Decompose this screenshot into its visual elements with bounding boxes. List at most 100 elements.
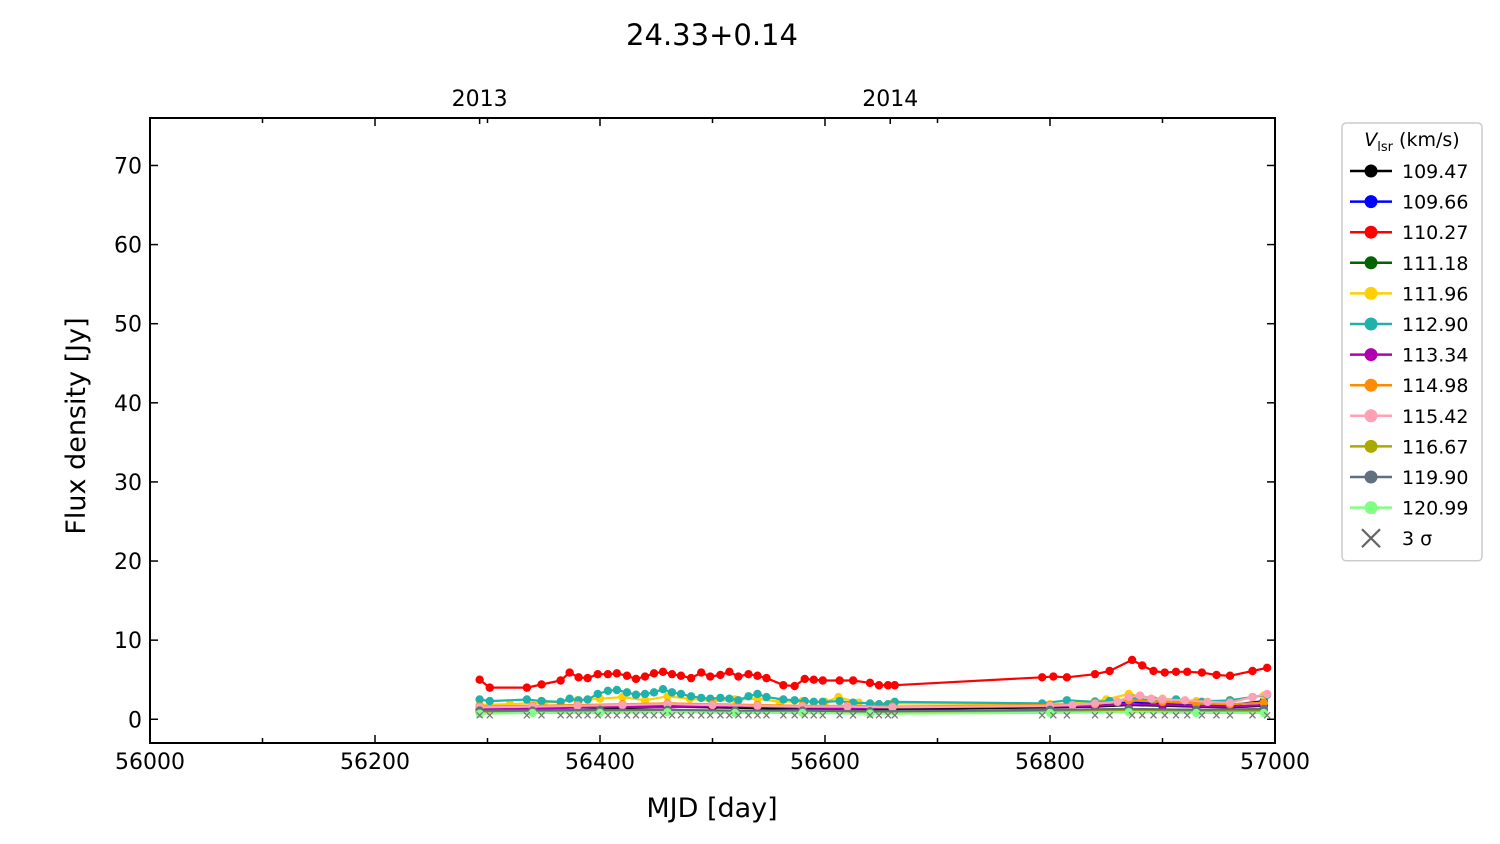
sigma-point xyxy=(819,711,827,719)
sigma-point xyxy=(706,711,714,719)
series-point xyxy=(686,692,696,701)
legend-entry: 120.99 xyxy=(1350,498,1468,520)
sigma-point xyxy=(1198,711,1206,719)
series-point xyxy=(622,688,632,697)
series-point xyxy=(583,673,592,683)
series-point xyxy=(1090,699,1100,708)
series-point xyxy=(1259,698,1268,707)
series-point xyxy=(744,669,753,679)
y-tick-label: 50 xyxy=(114,313,142,338)
series-point xyxy=(475,675,484,684)
sigma-point xyxy=(1172,711,1180,719)
series-point xyxy=(485,683,494,692)
series-point xyxy=(874,681,884,690)
sigma-markers xyxy=(476,711,1271,719)
sigma-point xyxy=(791,711,799,719)
top-axis-tick-label: 2013 xyxy=(452,87,508,112)
legend-marker xyxy=(1364,195,1378,209)
series-point xyxy=(753,701,762,711)
sigma-point xyxy=(849,711,857,719)
series-point xyxy=(706,672,715,681)
series-point xyxy=(631,690,641,699)
legend-marker xyxy=(1364,225,1378,239)
sigma-point xyxy=(1249,711,1256,719)
series-point xyxy=(790,696,799,705)
sigma-point xyxy=(538,711,545,719)
series-point xyxy=(1248,692,1257,702)
sigma-point xyxy=(584,711,592,719)
series-point xyxy=(865,678,875,688)
sigma-point xyxy=(716,711,724,719)
legend-sigma-label: 3 σ xyxy=(1402,528,1432,550)
series-point xyxy=(667,688,677,697)
legend-label: 114.98 xyxy=(1402,375,1468,397)
series-point xyxy=(1149,666,1158,676)
sigma-point xyxy=(884,711,892,719)
series-point xyxy=(697,693,706,703)
series-point xyxy=(843,702,852,711)
legend-entry: 111.96 xyxy=(1350,283,1468,305)
series-point xyxy=(528,708,537,718)
legend-marker xyxy=(1364,286,1378,300)
legend-marker xyxy=(1364,501,1378,515)
legend-entry: 109.66 xyxy=(1350,192,1468,214)
x-tick-label: 56800 xyxy=(1015,750,1085,775)
sigma-point xyxy=(641,711,649,719)
legend-entry: 119.90 xyxy=(1350,467,1468,489)
sigma-point xyxy=(754,711,761,719)
sigma-point xyxy=(891,711,899,719)
series-point xyxy=(640,696,650,705)
legend-label: 110.27 xyxy=(1402,222,1468,244)
series-point xyxy=(1147,694,1156,703)
legend-marker xyxy=(1364,439,1378,453)
series-point xyxy=(556,697,565,707)
series-point xyxy=(565,668,574,677)
series-point xyxy=(890,681,899,690)
series-point xyxy=(618,700,627,710)
sigma-point xyxy=(801,711,809,719)
legend-entry: 114.98 xyxy=(1350,375,1468,397)
sigma-point xyxy=(779,711,787,719)
series-point xyxy=(537,696,546,706)
series-point xyxy=(593,669,602,679)
series-115.42 xyxy=(475,689,1272,712)
series-point xyxy=(1113,697,1122,707)
series-point xyxy=(1203,697,1212,707)
series-point xyxy=(1183,667,1192,676)
legend-marker xyxy=(1364,348,1378,362)
series-point xyxy=(676,689,686,699)
series-point xyxy=(522,683,532,692)
series-point xyxy=(1037,673,1047,682)
series-point xyxy=(612,669,622,678)
series-point xyxy=(779,681,788,690)
series-point xyxy=(818,697,827,707)
sigma-point xyxy=(763,711,770,719)
legend-entry-sigma: 3 σ xyxy=(1361,528,1432,550)
legend-label: 113.34 xyxy=(1402,345,1468,367)
series-point xyxy=(573,701,582,711)
series-point xyxy=(708,700,717,710)
series-point xyxy=(1171,667,1181,676)
sigma-point xyxy=(687,711,695,719)
series-point xyxy=(574,673,583,682)
series-point xyxy=(725,694,734,703)
series-point xyxy=(1248,666,1257,676)
sigma-point xyxy=(575,711,583,719)
legend-box xyxy=(1341,122,1483,562)
series-point xyxy=(583,695,592,704)
sigma-point xyxy=(1161,711,1169,719)
series-point xyxy=(835,696,844,706)
sigma-point xyxy=(557,711,565,719)
sigma-point xyxy=(623,711,631,719)
y-tick-label: 70 xyxy=(114,154,142,179)
legend-label: 120.99 xyxy=(1402,498,1468,520)
series-point xyxy=(1062,673,1072,682)
series-point xyxy=(725,667,734,676)
series-point xyxy=(667,669,677,679)
y-tick-label: 40 xyxy=(114,392,142,417)
sigma-point xyxy=(523,711,531,719)
series-point xyxy=(649,688,659,697)
series-point xyxy=(762,692,771,702)
plot-area xyxy=(475,655,1272,719)
legend-label: 109.47 xyxy=(1402,161,1468,183)
